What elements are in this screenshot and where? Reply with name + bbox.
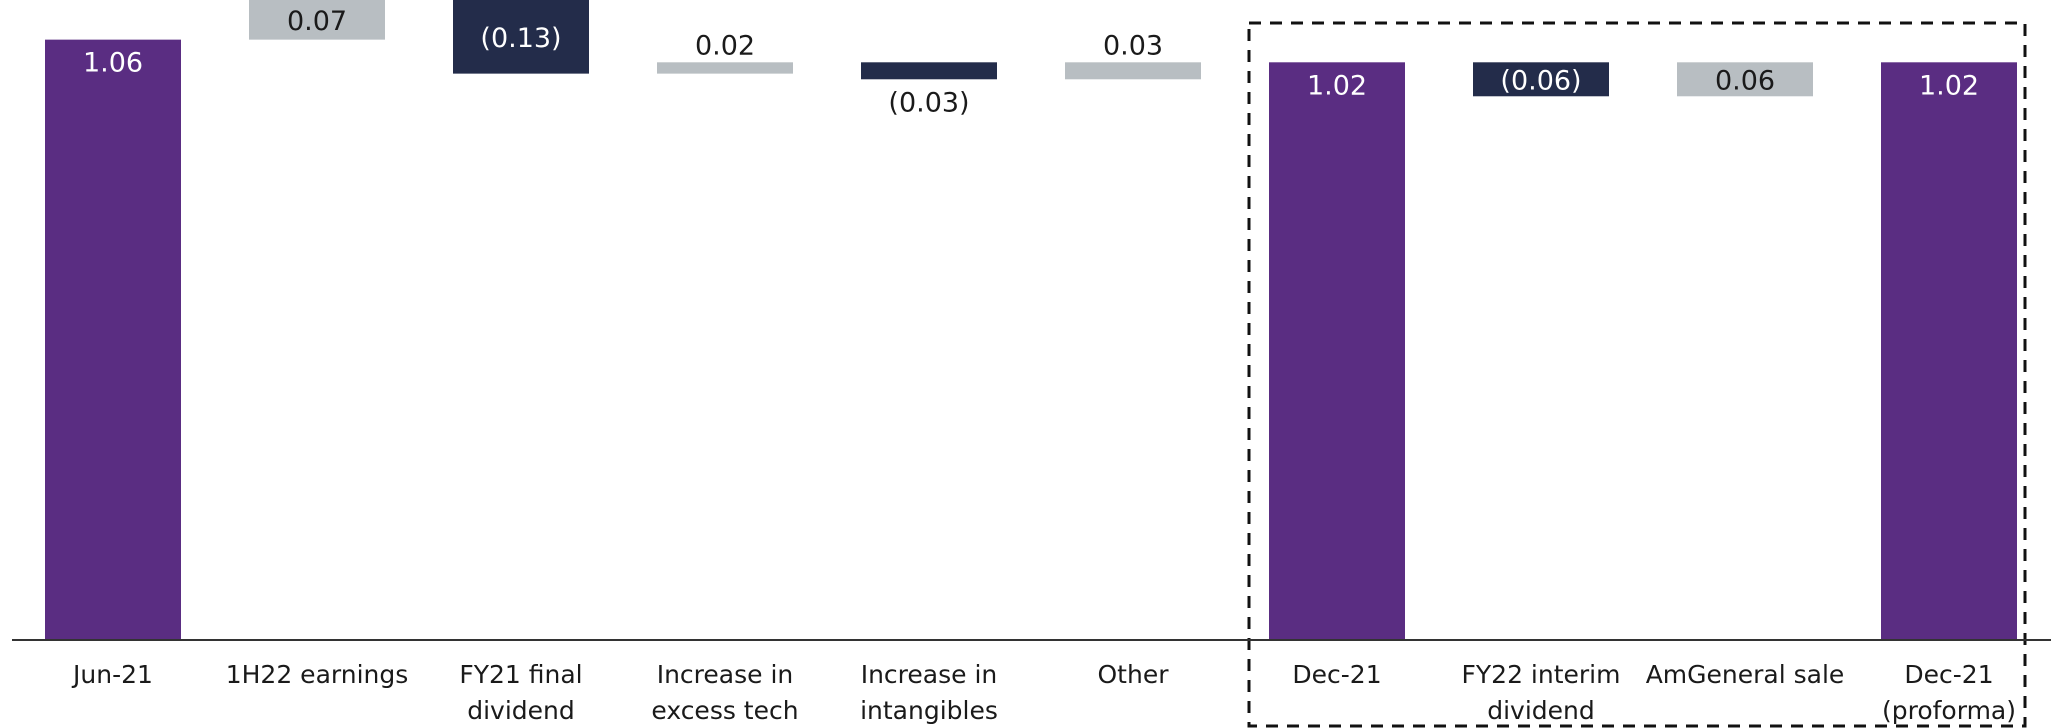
x-tick-label-5: Increase in intangibles — [860, 660, 998, 725]
x-tick-label-7: Dec-21 — [1292, 660, 1381, 689]
x-tick-label-3: FY21 final dividend — [459, 660, 582, 725]
x-tick-label-10: Dec-21 (proforma) — [1882, 660, 2016, 725]
bar-1 — [45, 39, 181, 641]
data-label-6: 0.03 — [1103, 30, 1163, 61]
data-label-1: 1.06 — [83, 48, 143, 79]
data-label-2: 0.07 — [287, 6, 347, 37]
bar-7 — [1269, 62, 1405, 640]
x-tick-label-2: 1H22 earnings — [226, 660, 409, 689]
highlight-box — [1247, 21, 2027, 728]
bar-2 — [249, 0, 385, 40]
x-tick-label-9: AmGeneral sale — [1646, 660, 1845, 689]
bar-8 — [1473, 62, 1609, 97]
data-label-7: 1.02 — [1307, 70, 1367, 101]
bar-9 — [1677, 62, 1813, 97]
bar-10 — [1881, 62, 2017, 640]
data-label-3: (0.13) — [480, 23, 561, 54]
x-tick-label-8: FY22 interim dividend — [1462, 660, 1621, 725]
bar-5 — [861, 62, 997, 80]
data-label-10: 1.02 — [1919, 70, 1979, 101]
data-label-9: 0.06 — [1715, 65, 1775, 96]
x-tick-label-1: Jun-21 — [71, 660, 153, 689]
data-label-8: (0.06) — [1500, 65, 1581, 96]
x-tick-label-4: Increase in excess tech — [651, 660, 798, 725]
bar-6 — [1065, 62, 1201, 80]
bar-4 — [657, 62, 793, 74]
bar-3 — [453, 0, 589, 74]
data-label-5: (0.03) — [888, 87, 969, 118]
data-label-4: 0.02 — [695, 30, 755, 61]
x-tick-label-6: Other — [1098, 660, 1170, 689]
